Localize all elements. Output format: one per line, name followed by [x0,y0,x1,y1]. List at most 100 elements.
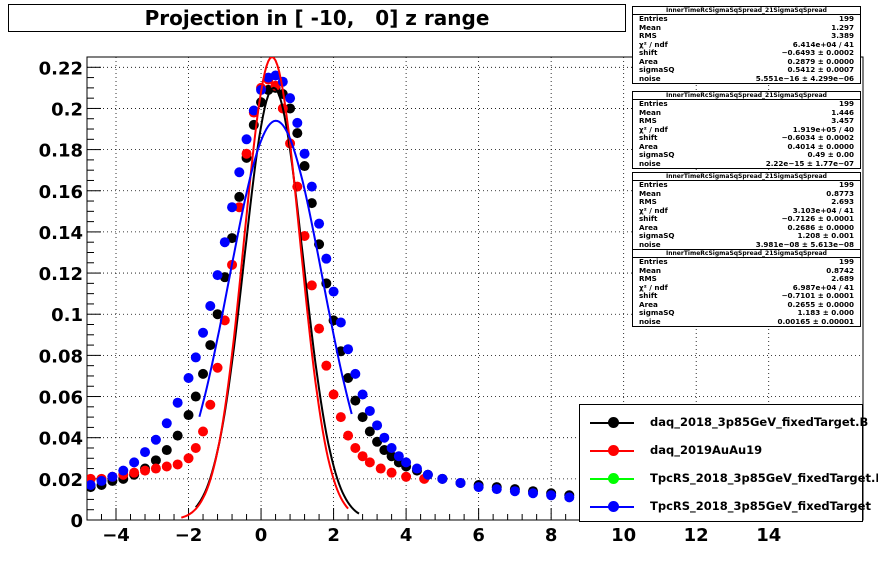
stats-row: Mean 0.8742 [633,266,860,276]
stats-row: RMS 2.689 [633,274,860,284]
series-3 [87,70,629,507]
data-point [350,442,361,453]
data-point [393,451,404,462]
stats-value: 0.2686 ± 0.0000 [787,222,855,232]
data-point [212,362,223,373]
y-tick-label: 0.02 [39,470,83,491]
data-point [172,397,183,408]
stats-row: sigmaSQ 0.49 ± 0.00 [633,150,860,160]
stats-row: sigmaSQ 0.5412 ± 0.0007 [633,65,860,75]
stats-key: shift [639,48,658,57]
data-point [205,300,216,311]
stats-row: RMS 2.693 [633,197,860,207]
stats-value: 2.22e−15 ± 1.77e−07 [765,158,854,168]
data-point [205,399,216,410]
stats-box-1: InnerTimeRcSigmaSqSpread_21SigmaSqSpread… [632,91,861,169]
data-point [285,103,296,114]
x-tick-label: 14 [756,525,781,546]
legend-label: TpcRS_2018_3p85GeV_fixedTarget [650,499,871,513]
legend-marker [608,473,619,484]
data-point [509,486,520,497]
data-point [437,473,448,484]
stats-row: noise 5.551e−16 ± 4.299e−06 [633,74,860,84]
data-point [321,253,332,264]
stats-row: χ² / ndf 6.414e+04 / 41 [633,40,860,50]
data-point [299,161,310,172]
stats-row: noise 3.981e−08 ± 5.613e−08 [633,240,860,250]
data-point [183,453,194,464]
stats-value: −0.7126 ± 0.0001 [781,214,854,223]
stats-row: Area 0.4014 ± 0.0000 [633,142,860,152]
data-point [379,432,390,443]
axes: −4 −2 0 2 4 6 8 10 12 14 0 0.02 0.04 0.06 0.08 0.1 0.12 0… [39,56,864,546]
stats-row: χ² / ndf 3.103e+04 / 41 [633,205,860,216]
data-point [357,389,368,400]
data-point [372,436,383,447]
stats-value: −0.7101 ± 0.0001 [781,291,854,300]
data-point [364,405,375,416]
data-point [350,395,361,406]
stats-row: Entries 199 [633,257,860,267]
fit-curve-3 [198,119,353,417]
data-point [140,447,151,458]
stats-key: shift [639,133,658,142]
stats-row: Entries 199 [633,14,860,24]
data-point [473,482,484,493]
stats-key: sigmaSQ [639,308,675,317]
stats-row: shift −0.7126 ± 0.0001 [633,214,860,224]
stats-key: sigmaSQ [639,150,675,159]
stats-value: 1.446 [831,107,854,117]
data-point [335,317,346,328]
stats-value: 0.2655 ± 0.0000 [787,299,855,309]
data-point [190,391,201,402]
stats-value: 0.5412 ± 0.0007 [787,65,855,74]
stats-row: χ² / ndf 1.919e+05 / 40 [633,124,860,135]
data-point [528,488,539,499]
series-layer [87,70,629,507]
data-point [314,323,325,334]
fit-curve-1 [180,57,349,519]
y-tick-label: 0.16 [39,182,83,203]
data-point [357,412,368,423]
stats-row: shift −0.6493 ± 0.0002 [633,48,860,58]
data-point [375,463,386,474]
data-point [321,360,332,371]
data-point [107,471,118,482]
data-point [350,368,361,379]
stats-value: 1.919e+05 / 40 [792,124,854,134]
stats-key: χ² / ndf [639,205,668,215]
data-point [411,463,422,474]
chart-title: Projection in [ -10, 0] z range [8,4,626,32]
x-tick-label: 10 [611,525,636,546]
stats-key: sigmaSQ [639,231,675,240]
data-point [343,344,354,355]
stats-row: shift −0.6034 ± 0.0002 [633,133,860,143]
data-point [364,426,375,437]
stats-value: 1.183 ± 0.000 [797,308,855,317]
data-point [455,477,466,488]
stats-row: χ² / ndf 6.987e+04 / 41 [633,283,860,293]
stats-key: Mean [639,22,661,32]
data-point [212,270,223,281]
data-point [150,434,161,445]
stats-row: Mean 1.297 [633,22,860,33]
plot-frame [86,56,864,521]
y-tick-label: 0.08 [39,346,83,367]
data-point [183,373,194,384]
data-point [292,128,303,139]
stats-value: 3.103e+04 / 41 [792,205,854,215]
data-point [335,412,346,423]
data-point [190,352,201,363]
data-point [328,286,339,297]
stats-row: Area 0.2879 ± 0.0000 [633,57,860,67]
data-point [241,134,252,145]
stats-box-2: InnerTimeRcSigmaSqSpread_21SigmaSqSpread… [632,172,861,250]
x-tick-label: 0 [255,525,268,546]
stats-row: sigmaSQ 1.183 ± 0.000 [633,308,860,318]
data-point [299,231,310,242]
data-point [343,373,354,384]
data-point [183,410,194,421]
stats-row: Entries 199 [633,180,860,190]
stats-value: 0.00165 ± 0.00001 [777,316,854,326]
data-point [285,93,296,104]
